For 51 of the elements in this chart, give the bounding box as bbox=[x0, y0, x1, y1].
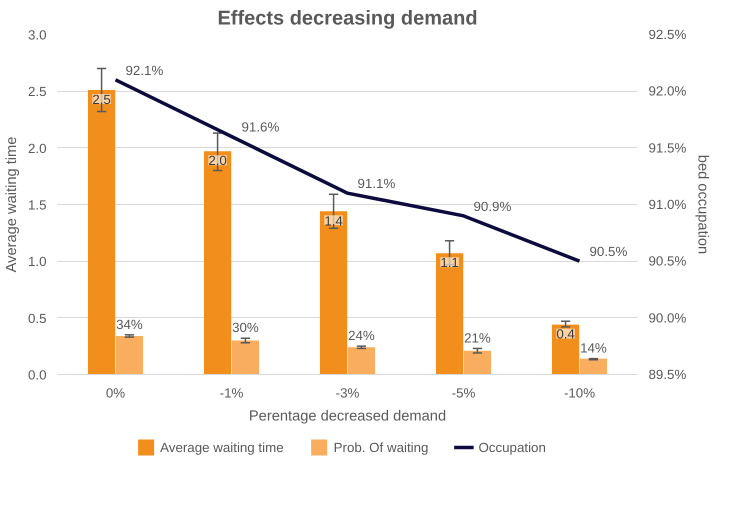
data-label: 24% bbox=[348, 328, 375, 344]
y2-tick-label: 91.5% bbox=[648, 140, 686, 156]
data-label: 30% bbox=[232, 320, 259, 336]
data-label: 21% bbox=[464, 330, 491, 346]
data-label: 2.0 bbox=[208, 153, 227, 168]
data-label: 1.1 bbox=[440, 255, 459, 270]
bar bbox=[552, 324, 580, 374]
x-tick-label: -5% bbox=[452, 386, 476, 400]
y2-tick-label: 91.0% bbox=[648, 197, 686, 212]
bar bbox=[348, 347, 376, 374]
y2-tick-label: 90.5% bbox=[648, 254, 686, 269]
y-tick-label: 0.0 bbox=[28, 368, 47, 382]
bar bbox=[580, 358, 608, 374]
data-label: 0.4 bbox=[556, 326, 576, 342]
y-tick-label: 2.0 bbox=[28, 140, 47, 156]
bar bbox=[464, 350, 492, 374]
y2-tick-label: 89.5% bbox=[648, 367, 686, 382]
data-label: 2.5 bbox=[92, 92, 111, 108]
bar bbox=[320, 211, 348, 374]
x-tick-label: -3% bbox=[336, 386, 360, 400]
data-label: 91.6% bbox=[242, 120, 280, 134]
y2-tick-label: 90.0% bbox=[648, 310, 686, 326]
bar bbox=[116, 336, 144, 374]
y-tick-label: 3.0 bbox=[28, 28, 47, 42]
y-tick-label: 1.5 bbox=[28, 198, 47, 212]
bar bbox=[88, 90, 116, 374]
x-axis-title: Perentage decreased demand bbox=[248, 408, 446, 424]
y-axis-title: Average waiting time bbox=[4, 136, 20, 272]
y2-tick-label: 92.0% bbox=[648, 84, 686, 99]
legend-label: Average waiting time bbox=[160, 440, 284, 454]
y-tick-label: 1.0 bbox=[28, 254, 47, 270]
legend-label: Occupation bbox=[478, 440, 546, 454]
bar bbox=[436, 253, 464, 374]
data-label: 90.9% bbox=[474, 198, 512, 214]
y-tick-label: 2.5 bbox=[28, 84, 47, 100]
chart-title: Effects decreasing demand bbox=[217, 8, 478, 30]
x-tick-label: 0% bbox=[106, 386, 126, 400]
data-label: 90.5% bbox=[590, 244, 628, 260]
data-label: 34% bbox=[116, 316, 143, 332]
y2-axis-title: bed occupation bbox=[694, 154, 710, 254]
bar bbox=[232, 340, 260, 374]
x-tick-label: -10% bbox=[564, 386, 596, 400]
data-label: 91.1% bbox=[358, 176, 396, 192]
x-tick-label: -1% bbox=[220, 386, 244, 400]
bar bbox=[204, 151, 232, 374]
data-label: 1.4 bbox=[324, 213, 344, 228]
y-tick-label: 0.5 bbox=[28, 310, 47, 326]
legend-label: Prob. Of waiting bbox=[334, 440, 428, 454]
data-label: 14% bbox=[580, 340, 607, 356]
y2-tick-label: 92.5% bbox=[648, 27, 686, 42]
data-label: 92.1% bbox=[126, 62, 164, 78]
